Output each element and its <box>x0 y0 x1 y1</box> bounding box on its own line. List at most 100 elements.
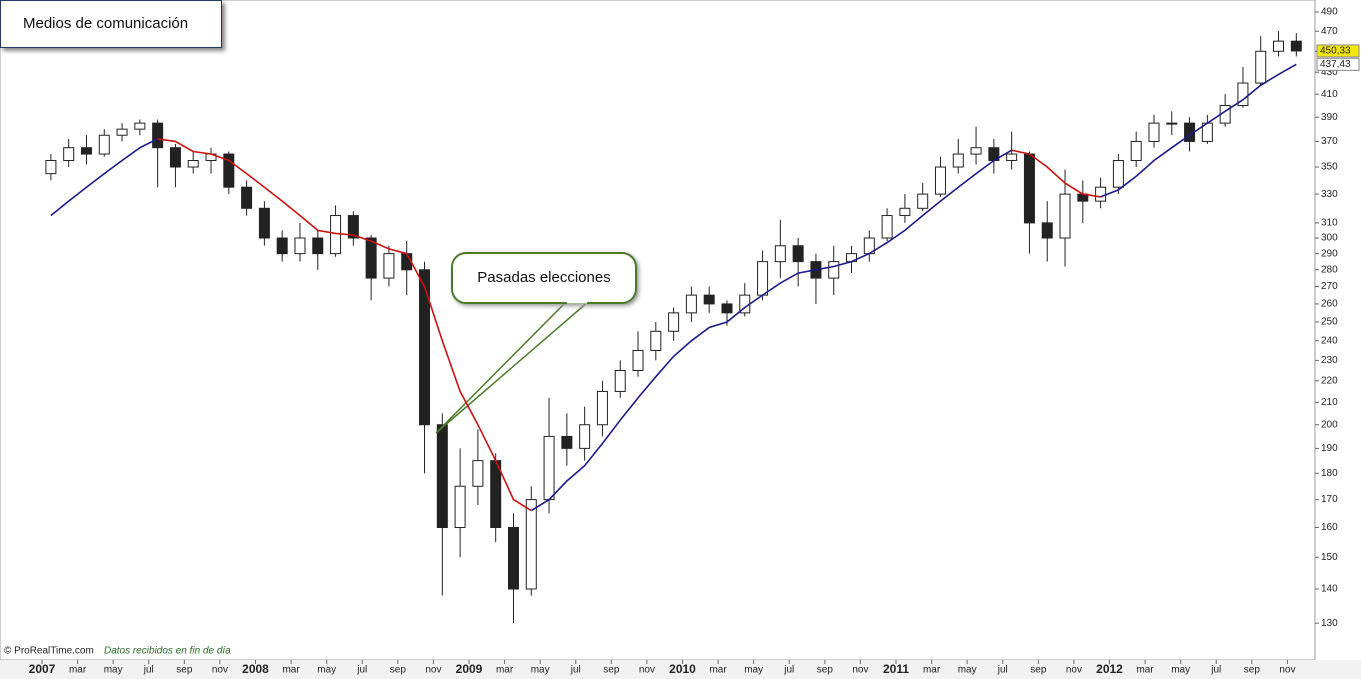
x-tick-label: mar <box>709 665 727 676</box>
candle-body <box>223 153 235 188</box>
candle-body <box>330 215 342 255</box>
y-tick-label: 160 <box>1321 522 1338 533</box>
candle-body <box>579 424 591 449</box>
candle-body <box>507 527 519 590</box>
y-tick-label: 250 <box>1321 317 1338 328</box>
price-tag <box>1316 44 1360 58</box>
candle-body <box>721 303 733 314</box>
candle-body <box>650 330 662 351</box>
x-tick-label: nov <box>212 665 228 676</box>
x-axis-band <box>0 660 1361 679</box>
candles <box>45 31 1302 624</box>
x-tick-label: nov <box>1279 665 1295 676</box>
candle-body <box>490 460 502 529</box>
y-tick-label: 370 <box>1321 136 1338 147</box>
x-tick-label: may <box>531 665 550 676</box>
candle-body <box>116 128 128 136</box>
x-tick-label: nov <box>852 665 868 676</box>
x-tick-label: 2012 <box>1096 662 1123 676</box>
candle-body <box>970 147 982 155</box>
y-tick-label: 210 <box>1321 397 1338 408</box>
candle-body <box>436 424 448 529</box>
candle-body <box>685 294 697 314</box>
candle-body <box>187 159 199 168</box>
x-tick-label: mar <box>496 665 514 676</box>
candle-body <box>347 215 359 239</box>
candle-body <box>561 435 573 449</box>
y-tick-label: 270 <box>1321 281 1338 292</box>
y-tick-label: 190 <box>1321 443 1338 454</box>
candle-body <box>1023 153 1035 224</box>
y-tick-label: 130 <box>1321 618 1338 629</box>
x-tick-label: nov <box>425 665 441 676</box>
candle-body <box>1290 40 1302 52</box>
candle-body <box>1130 140 1142 161</box>
x-tick-label: sep <box>817 665 834 676</box>
x-tick-label: sep <box>176 665 193 676</box>
y-tick-label: 230 <box>1321 355 1338 366</box>
candle-body <box>276 237 288 255</box>
candle-body <box>63 147 75 161</box>
x-tick-label: nov <box>1066 665 1082 676</box>
candle-body <box>365 237 377 279</box>
candle-body <box>525 499 537 590</box>
candle-body <box>828 261 840 279</box>
x-tick-label: sep <box>390 665 407 676</box>
y-tick-label: 300 <box>1321 233 1338 244</box>
candle-body <box>152 122 164 149</box>
x-tick-label: 2011 <box>883 662 909 676</box>
title-box: Medios de comunicación <box>0 0 222 48</box>
x-tick-label: mar <box>923 665 941 676</box>
candle-body <box>1166 122 1178 125</box>
candle-body <box>383 253 395 279</box>
candle-body <box>241 186 253 209</box>
y-tick-label: 390 <box>1321 112 1338 123</box>
price-tag <box>1316 57 1360 71</box>
candle-body <box>1255 50 1267 84</box>
candle-body <box>1095 186 1107 202</box>
note: Datos recibidos en fin de día <box>104 646 231 657</box>
candle-body <box>169 147 181 168</box>
y-tick-label: 170 <box>1321 494 1338 505</box>
candle-body <box>454 485 466 529</box>
price-tag-label: 437,43 <box>1320 59 1351 70</box>
x-tick-label: sep <box>1030 665 1047 676</box>
candle-body <box>98 134 110 155</box>
y-tick-label: 290 <box>1321 248 1338 259</box>
candle-body <box>419 269 431 426</box>
x-tick-label: 2009 <box>456 662 483 676</box>
x-tick-label: jul <box>783 665 794 676</box>
x-tick-label: jul <box>356 665 367 676</box>
annotation: Pasadas elecciones <box>477 269 610 286</box>
candle-body <box>543 435 555 501</box>
x-tick-label: nov <box>639 665 655 676</box>
candle-body <box>1148 122 1160 142</box>
y-tick-label: 240 <box>1321 335 1338 346</box>
candle-body <box>596 390 608 426</box>
candle-body <box>899 207 911 217</box>
source: © ProRealTime.com <box>4 646 94 657</box>
y-tick-label: 470 <box>1321 26 1338 37</box>
y-tick-label: 350 <box>1321 162 1338 173</box>
candle-body <box>258 207 270 239</box>
y-tick-label: 490 <box>1321 7 1338 18</box>
y-tick-label: 180 <box>1321 468 1338 479</box>
candle-body <box>792 245 804 263</box>
candle-body <box>1041 222 1053 239</box>
candle-body <box>1112 159 1124 188</box>
moving-average-line <box>157 138 1101 512</box>
candle-body <box>757 261 769 296</box>
x-tick-label: jul <box>570 665 581 676</box>
candle-body <box>668 312 680 332</box>
candle-body <box>881 215 893 239</box>
y-tick-label: 310 <box>1321 218 1338 229</box>
y-tick-label: 200 <box>1321 419 1338 430</box>
x-tick-label: 2010 <box>669 662 696 676</box>
y-tick-label: 410 <box>1321 89 1338 100</box>
chart-title: Medios de comunicación <box>23 15 189 32</box>
candle-body <box>294 237 306 255</box>
y-tick-label: 150 <box>1321 552 1338 563</box>
x-tick-label: mar <box>69 665 87 676</box>
candle-body <box>614 370 626 392</box>
y-tick-label: 260 <box>1321 299 1338 310</box>
